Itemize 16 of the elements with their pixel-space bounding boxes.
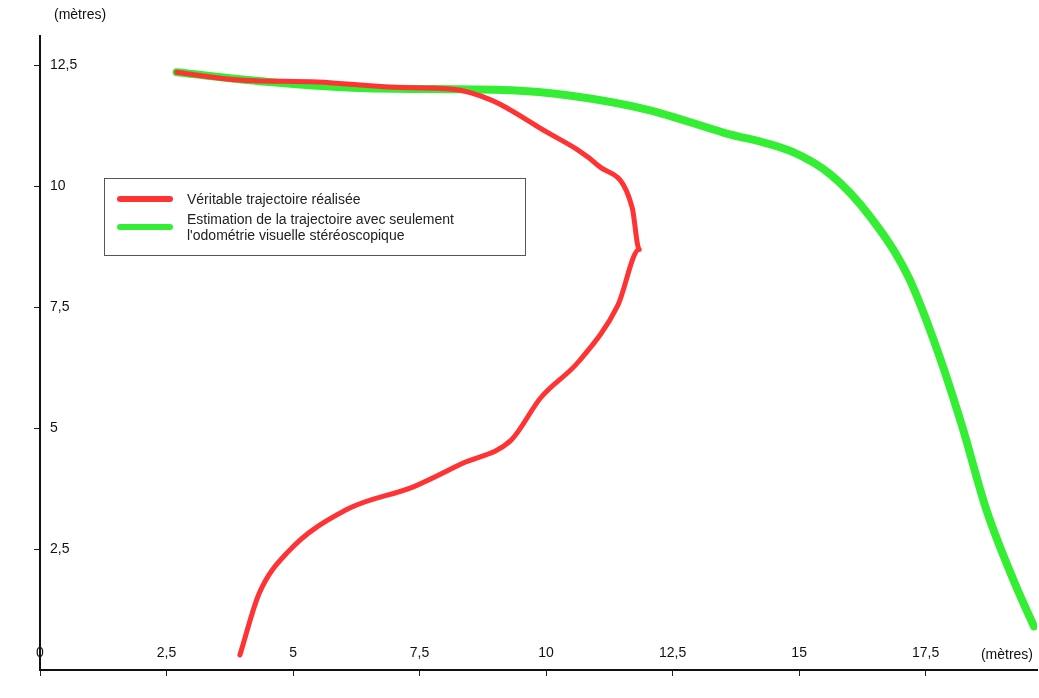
y-tick-label: 2,5: [50, 539, 70, 556]
x-tick-label: 5: [289, 644, 298, 661]
legend-label: Estimation de la trajectoire avec seulement l'odométrie visuelle stéréoscopique: [187, 211, 455, 243]
y-axis-title: (mètres): [54, 5, 107, 22]
x-tick-label: 15: [791, 644, 808, 661]
x-axis-title: (mètres): [980, 645, 1033, 662]
y-tick-label: 7,5: [50, 297, 70, 314]
x-tick-label: 10: [538, 644, 555, 661]
x-tick-label: 2,5: [156, 644, 177, 661]
legend-label: Véritable trajectoire réalisée: [187, 191, 361, 207]
y-tick-label: 5: [50, 418, 58, 435]
x-tick-label: 17,5: [912, 644, 940, 661]
y-tick-label: 12,5: [50, 55, 78, 72]
x-tick-label: 12,5: [658, 644, 687, 661]
x-tick-label: 7,5: [409, 644, 430, 661]
y-tick-label: 10: [50, 176, 66, 193]
